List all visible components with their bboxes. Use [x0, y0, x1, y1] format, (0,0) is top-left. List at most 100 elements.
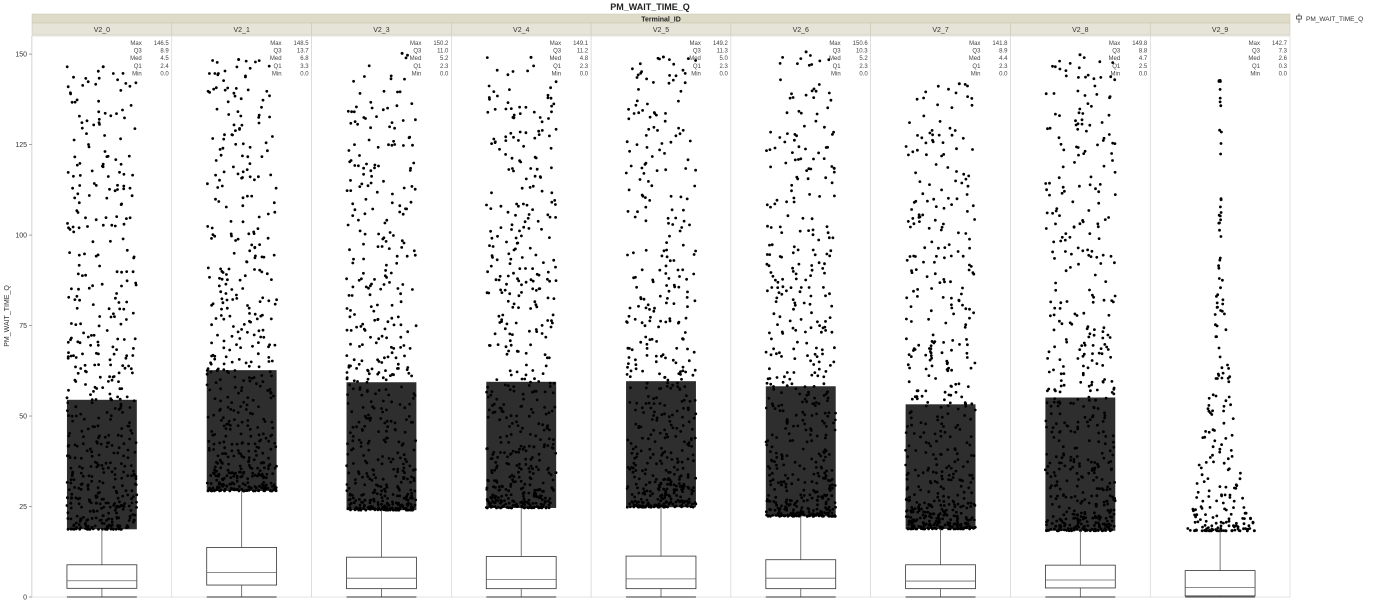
- outlier-point: [369, 100, 373, 104]
- outlier-point: [791, 96, 795, 99]
- outlier-point: [356, 122, 359, 126]
- outlier-point: [1089, 255, 1093, 258]
- outlier-point: [828, 316, 832, 319]
- outlier-point: [216, 333, 219, 337]
- outlier-point: [908, 255, 912, 258]
- outlier-point: [680, 226, 684, 229]
- outlier-point: [219, 290, 223, 294]
- outlier-point: [810, 63, 814, 66]
- outlier-point: [410, 374, 413, 378]
- outlier-point: [533, 300, 537, 304]
- stat-label-max: Max: [969, 41, 980, 47]
- outlier-point: [1104, 280, 1108, 283]
- outlier-point: [109, 315, 113, 319]
- outlier-point: [640, 193, 644, 197]
- outlier-point: [1206, 477, 1210, 480]
- outlier-point: [768, 331, 771, 335]
- outlier-point: [1234, 486, 1238, 490]
- outlier-point: [352, 257, 355, 261]
- outlier-point: [960, 395, 964, 399]
- outlier-point: [650, 337, 654, 341]
- outlier-point: [1047, 350, 1051, 354]
- outlier-point: [405, 368, 409, 371]
- outlier-point: [693, 368, 697, 372]
- outlier-point: [500, 291, 504, 294]
- outlier-point: [831, 236, 835, 240]
- outlier-point: [822, 286, 825, 289]
- outlier-point: [938, 281, 942, 284]
- outlier-point: [966, 84, 969, 88]
- outlier-point: [1082, 364, 1085, 368]
- outlier-point: [352, 379, 356, 383]
- outlier-point: [929, 344, 933, 348]
- outlier-point: [947, 87, 950, 91]
- outlier-point: [520, 377, 524, 381]
- outlier-point: [790, 382, 794, 386]
- outlier-point: [67, 351, 70, 354]
- outlier-point: [791, 151, 794, 155]
- outlier-point: [627, 107, 630, 111]
- outlier-point: [1106, 348, 1110, 351]
- outlier-point: [350, 110, 353, 114]
- outlier-point: [253, 178, 256, 182]
- outlier-point: [72, 354, 75, 357]
- outlier-point: [512, 271, 515, 275]
- outlier-point: [105, 329, 109, 332]
- outlier-point: [785, 200, 788, 204]
- outlier-point: [253, 246, 257, 250]
- outlier-point: [645, 146, 649, 149]
- outlier-point: [546, 96, 550, 100]
- stat-value-q1: 2.3: [999, 64, 1008, 70]
- outlier-point: [1110, 380, 1114, 383]
- outlier-point: [517, 306, 520, 309]
- stat-label-med: Med: [1248, 56, 1260, 62]
- outlier-point: [1097, 351, 1101, 355]
- outlier-point: [1078, 222, 1082, 226]
- outlier-points: [1186, 79, 1256, 533]
- outlier-point: [963, 325, 967, 329]
- outlier-point: [966, 385, 970, 388]
- outlier-point: [1058, 307, 1062, 310]
- outlier-point: [526, 69, 529, 73]
- outlier-point: [125, 217, 128, 221]
- outlier-point: [907, 353, 911, 356]
- outlier-point: [768, 148, 772, 152]
- outlier-point: [832, 360, 836, 364]
- outlier-point: [116, 188, 119, 191]
- outlier-point: [363, 232, 367, 236]
- outlier-point: [1098, 183, 1102, 186]
- outlier-point: [955, 147, 958, 151]
- outlier-point: [1112, 388, 1116, 391]
- outlier-point: [832, 166, 836, 170]
- outlier-point: [260, 270, 264, 274]
- outlier-point: [775, 198, 779, 202]
- outlier-point: [402, 186, 406, 190]
- outlier-point: [549, 86, 552, 90]
- stat-value-q3: 8.9: [160, 49, 169, 55]
- outlier-point: [232, 165, 235, 169]
- stat-value-max: 148.5: [294, 41, 310, 47]
- outlier-point: [769, 271, 773, 274]
- outlier-point: [232, 251, 236, 255]
- outlier-point: [85, 132, 88, 136]
- outlier-point: [412, 249, 416, 253]
- outlier-point: [657, 325, 660, 329]
- outlier-point: [540, 129, 544, 132]
- outlier-point: [509, 343, 513, 347]
- legend[interactable]: PM_WAIT_TIME_Q: [1296, 13, 1364, 24]
- outlier-point: [946, 369, 950, 373]
- outlier-point: [1215, 514, 1219, 518]
- category-label: V2_3: [373, 27, 389, 34]
- outlier-point: [954, 179, 957, 183]
- outlier-point: [1081, 249, 1085, 253]
- group-header-label: Terminal_ID: [641, 17, 681, 24]
- outlier-point: [1083, 149, 1087, 153]
- outlier-point: [504, 345, 508, 349]
- outlier-point: [943, 280, 946, 284]
- outlier-point: [634, 367, 638, 371]
- outlier-point: [678, 132, 682, 136]
- outlier-point: [788, 96, 792, 100]
- outlier-point: [85, 119, 89, 123]
- outlier-point: [226, 278, 229, 282]
- stat-value-med: 4.4: [999, 56, 1008, 62]
